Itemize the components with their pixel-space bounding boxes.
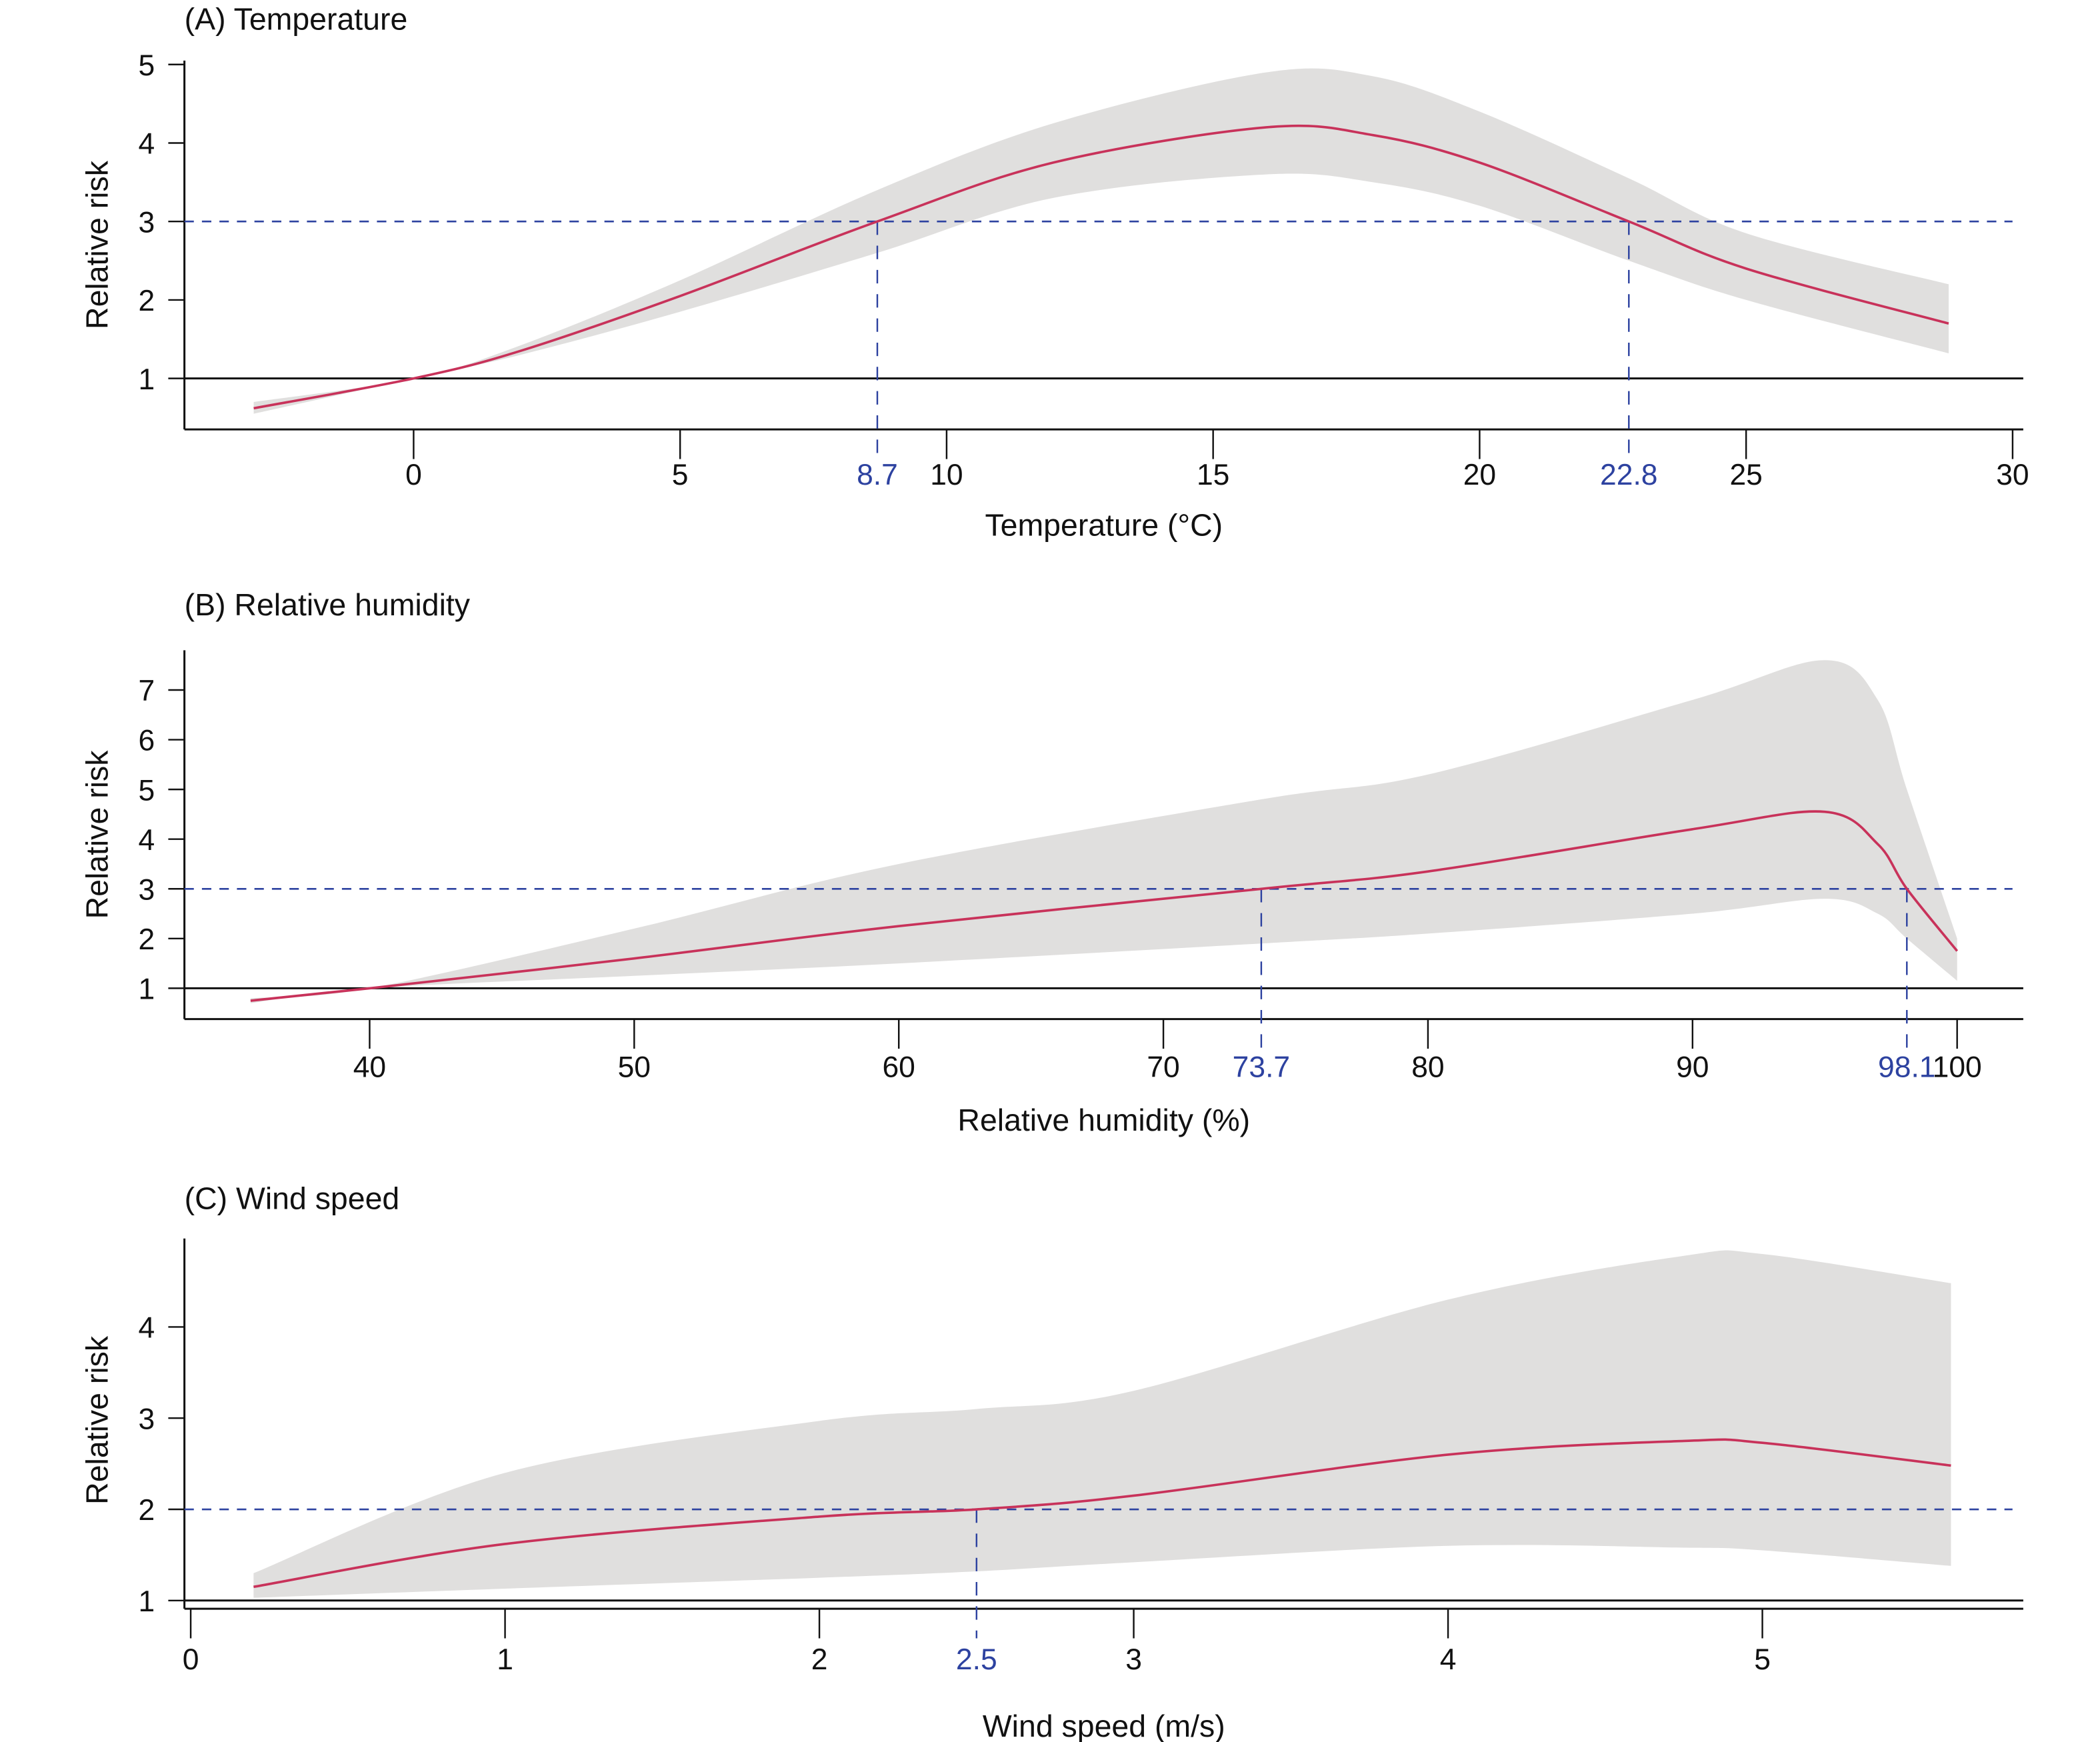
threshold-x-label: 2.5 bbox=[956, 1643, 997, 1676]
x-tick-label: 3 bbox=[1125, 1643, 1142, 1676]
relative-risk-curve bbox=[250, 810, 1959, 1002]
x-tick-label: 70 bbox=[1147, 1051, 1179, 1083]
threshold-x-label: 22.8 bbox=[1600, 459, 1657, 491]
y-tick-label: 2 bbox=[139, 285, 155, 317]
y-tick-label: 6 bbox=[139, 725, 155, 757]
x-tick-label: 25 bbox=[1729, 459, 1762, 491]
y-tick-label: 3 bbox=[139, 206, 155, 239]
panel-title: (B) Relative humidity bbox=[185, 587, 471, 622]
y-tick-label: 3 bbox=[139, 873, 155, 906]
x-tick-label: 60 bbox=[882, 1051, 915, 1083]
x-tick-label: 4 bbox=[1440, 1643, 1457, 1676]
y-tick-label: 5 bbox=[139, 774, 155, 807]
y-tick-label: 1 bbox=[139, 973, 155, 1006]
threshold-x-label: 8.7 bbox=[857, 459, 898, 491]
x-tick-label: 1 bbox=[497, 1643, 513, 1676]
x-tick-label: 5 bbox=[672, 459, 689, 491]
x-tick-label: 40 bbox=[353, 1051, 386, 1083]
x-axis-label: Relative humidity (%) bbox=[957, 1103, 1250, 1137]
relative-risk-curve bbox=[253, 1438, 1951, 1589]
y-tick-label: 3 bbox=[139, 1403, 155, 1435]
panel-wind-speed: (C) Wind speed Wind speed (m/s) Relative… bbox=[80, 1181, 2023, 1742]
y-tick-label: 5 bbox=[139, 49, 155, 82]
y-tick-label: 7 bbox=[139, 675, 155, 707]
x-tick-label: 0 bbox=[405, 459, 422, 491]
x-tick-label: 30 bbox=[1996, 459, 2029, 491]
panel-title: (A) Temperature bbox=[185, 1, 408, 36]
y-tick-label: 1 bbox=[139, 363, 155, 396]
x-tick-label: 100 bbox=[1933, 1051, 1982, 1083]
y-tick-label: 2 bbox=[139, 1494, 155, 1527]
y-axis-label: Relative risk bbox=[80, 750, 115, 919]
x-tick-label: 5 bbox=[1754, 1643, 1771, 1676]
x-tick-label: 20 bbox=[1463, 459, 1496, 491]
x-tick-label: 50 bbox=[618, 1051, 651, 1083]
panel-title: (C) Wind speed bbox=[185, 1181, 400, 1215]
x-tick-label: 80 bbox=[1411, 1051, 1444, 1083]
x-tick-label: 15 bbox=[1197, 459, 1229, 491]
y-tick-label: 1 bbox=[139, 1585, 155, 1618]
panel-temperature: (A) Temperature Temperature (°C) Relativ… bbox=[80, 1, 2029, 542]
threshold-x-label: 73.7 bbox=[1233, 1051, 1290, 1083]
x-tick-label: 90 bbox=[1676, 1051, 1709, 1083]
x-tick-label: 10 bbox=[930, 459, 963, 491]
threshold-x-label: 98.1 bbox=[1878, 1051, 1935, 1083]
confidence-band bbox=[253, 1250, 1951, 1598]
x-tick-label: 2 bbox=[811, 1643, 828, 1676]
y-tick-label: 4 bbox=[139, 824, 155, 857]
x-axis-label: Wind speed (m/s) bbox=[983, 1709, 1225, 1742]
y-axis-label: Relative risk bbox=[80, 1335, 115, 1505]
x-axis-label: Temperature (°C) bbox=[985, 508, 1223, 543]
y-tick-label: 2 bbox=[139, 923, 155, 956]
relative-risk-curve bbox=[253, 124, 1949, 410]
x-tick-label: 0 bbox=[183, 1643, 199, 1676]
confidence-band bbox=[253, 68, 1949, 414]
y-axis-label: Relative risk bbox=[80, 160, 115, 329]
y-tick-label: 4 bbox=[139, 1312, 155, 1345]
y-tick-label: 4 bbox=[139, 128, 155, 161]
panel-relative-humidity: (B) Relative humidity Relative humidity … bbox=[80, 587, 2023, 1137]
confidence-band bbox=[250, 660, 1957, 1003]
